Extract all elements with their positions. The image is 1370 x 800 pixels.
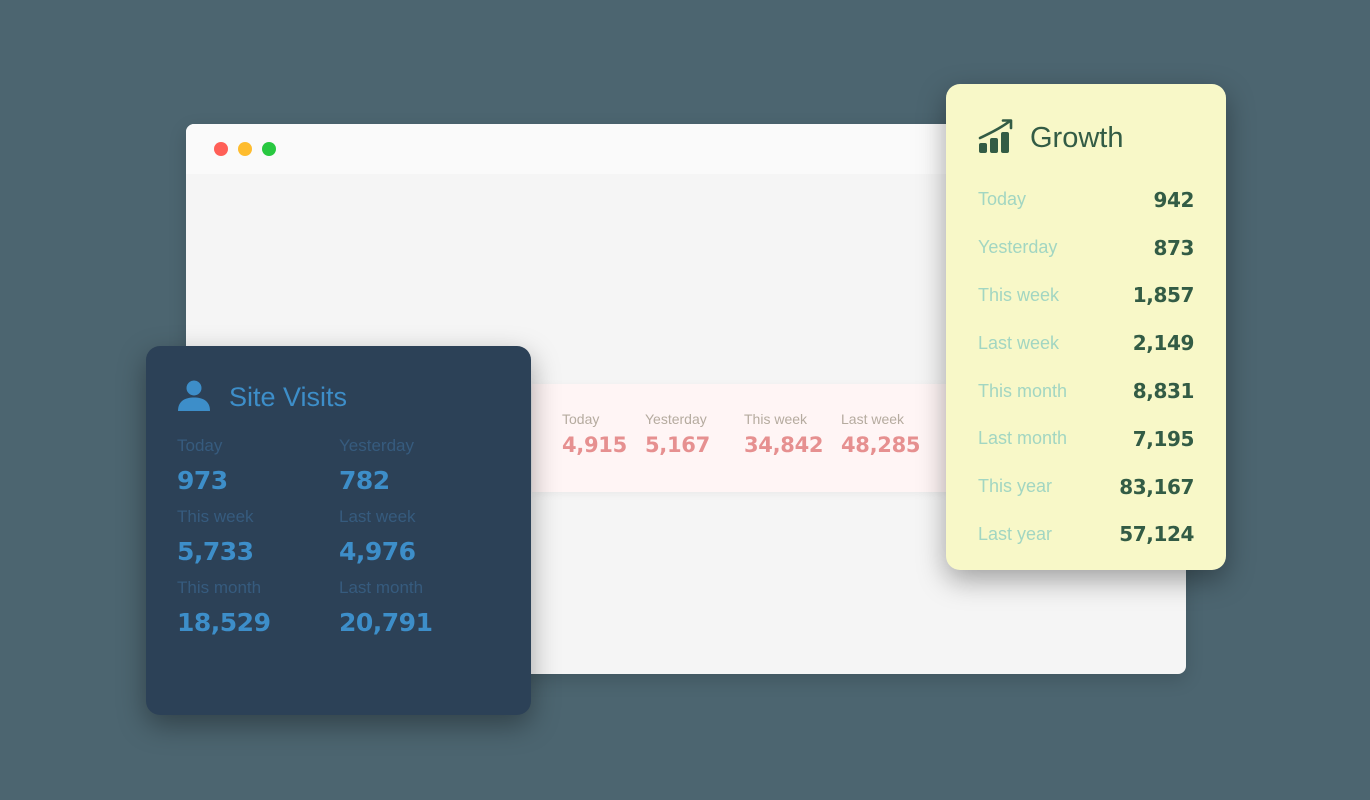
growth-row-this-year: This year 83,167: [978, 463, 1194, 511]
stat-label: Yesterday: [645, 411, 707, 427]
row-value: 873: [1153, 235, 1194, 260]
stat-label: Today: [562, 411, 600, 427]
row-value: 942: [1153, 187, 1194, 212]
visits-stat-yesterday: Yesterday 782: [339, 436, 501, 495]
strip-stat-today: Today 4,915: [562, 411, 645, 492]
stat-value: 5,733: [177, 537, 254, 566]
strip-stat-yesterday: Yesterday 5,167: [645, 411, 744, 492]
visits-stat-last-week: Last week 4,976: [339, 507, 501, 566]
row-label: Today: [978, 189, 1027, 210]
user-icon: [177, 378, 211, 416]
stats-strip: Today 4,915 Yesterday 5,167 This week 34…: [532, 384, 952, 492]
row-value: 2,149: [1132, 331, 1195, 356]
stat-label: Today: [177, 436, 223, 455]
growth-row-last-month: Last month 7,195: [978, 415, 1194, 463]
growth-row-last-week: Last week 2,149: [978, 319, 1194, 367]
growth-row-this-month: This month 8,831: [978, 367, 1194, 415]
stat-value: 973: [177, 466, 228, 495]
strip-stat-last-week: Last week 48,285: [841, 411, 941, 492]
row-label: Yesterday: [978, 237, 1058, 258]
close-window-button[interactable]: [214, 142, 228, 156]
strip-stat-this-week: This week 34,842: [744, 411, 841, 492]
stat-label: This week: [744, 411, 808, 427]
stat-value: 20,791: [339, 608, 433, 637]
growth-row-yesterday: Yesterday 873: [978, 224, 1194, 272]
stat-label: Yesterday: [339, 436, 414, 455]
row-value: 57,124: [1119, 522, 1194, 547]
stat-value: 782: [339, 466, 390, 495]
visits-stat-this-month: This month 18,529: [177, 578, 339, 637]
visits-stat-last-month: Last month 20,791: [339, 578, 501, 637]
row-label: Last week: [978, 332, 1060, 353]
site-visits-title: Site Visits: [229, 381, 348, 412]
stat-value: 4,976: [339, 537, 416, 566]
growth-row-today: Today 942: [978, 176, 1194, 224]
row-value: 1,857: [1132, 283, 1195, 308]
growth-row-last-year: Last year 57,124: [978, 511, 1194, 559]
row-label: This month: [978, 380, 1068, 401]
visits-stat-today: Today 973: [177, 436, 339, 495]
stat-value: 4,915: [562, 433, 627, 457]
stat-value: 48,285: [841, 433, 921, 457]
row-value: 7,195: [1132, 426, 1195, 451]
growth-card: Growth Today 942 Yesterday 873 This week…: [946, 84, 1226, 570]
stat-label: Last week: [841, 411, 905, 427]
row-label: This year: [978, 476, 1053, 497]
site-visits-header: Site Visits: [177, 378, 500, 416]
row-value: 8,831: [1132, 379, 1195, 404]
site-visits-grid: Today 973 Yesterday 782 This week 5,733 …: [177, 436, 500, 637]
growth-chart-icon: [978, 118, 1014, 158]
maximize-window-button[interactable]: [262, 142, 276, 156]
row-label: Last year: [978, 523, 1053, 544]
growth-title: Growth: [1030, 121, 1124, 154]
growth-row-this-week: This week 1,857: [978, 272, 1194, 320]
row-value: 83,167: [1119, 474, 1194, 499]
site-visits-card: Site Visits Today 973 Yesterday 782 This…: [146, 346, 531, 715]
stat-label: This week: [177, 507, 254, 526]
row-label: This week: [978, 284, 1060, 305]
minimize-window-button[interactable]: [238, 142, 252, 156]
stat-label: Last month: [339, 578, 424, 597]
stat-value: 5,167: [645, 433, 710, 457]
stat-label: This month: [177, 578, 262, 597]
stat-value: 18,529: [177, 608, 271, 637]
row-label: Last month: [978, 428, 1068, 449]
stat-label: Last week: [339, 507, 416, 526]
stat-value: 34,842: [744, 433, 824, 457]
growth-list: Today 942 Yesterday 873 This week 1,857 …: [978, 176, 1194, 558]
growth-header: Growth: [978, 118, 1194, 158]
visits-stat-this-week: This week 5,733: [177, 507, 339, 566]
